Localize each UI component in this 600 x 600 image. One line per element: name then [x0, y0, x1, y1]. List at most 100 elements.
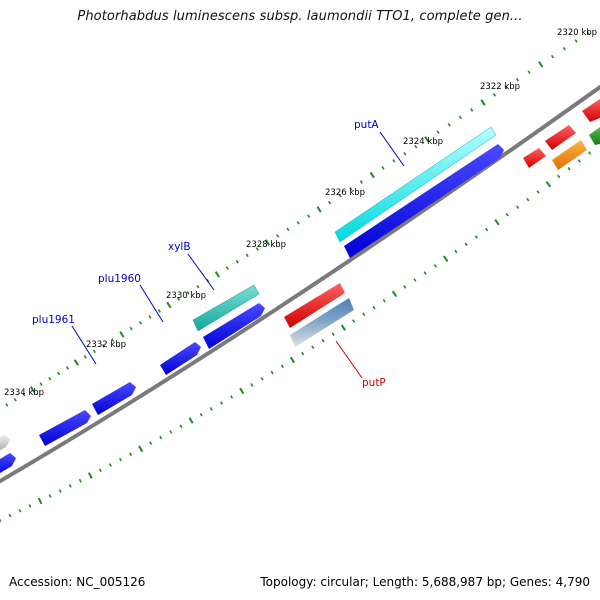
tick-mark	[280, 364, 284, 369]
gene-label-putA[interactable]: putA	[354, 119, 379, 131]
tick-mark	[392, 159, 396, 163]
tick-labels: 2320 kbp 2322 kbp 2324 kbp 2326 kbp 2328…	[4, 28, 597, 398]
tick-mark	[331, 332, 335, 337]
gene-red-right-1[interactable]	[523, 148, 546, 168]
tick-mark	[196, 284, 200, 289]
gene-labels: putA xylB plu1960 plu1961 putP	[32, 119, 386, 389]
tick-mark	[37, 497, 43, 505]
tick-mark	[362, 312, 366, 317]
gene-orange[interactable]	[552, 140, 587, 170]
tick-mark	[149, 441, 153, 445]
gene-label-putP[interactable]: putP	[362, 377, 386, 389]
tick-mark	[301, 351, 305, 356]
tick-mark	[98, 468, 102, 473]
tick-label: 2324 kbp	[403, 137, 443, 147]
tick-mark	[562, 46, 566, 51]
tick-mark	[83, 355, 87, 359]
tick-mark	[349, 187, 353, 191]
gene-putA-outer[interactable]	[334, 126, 497, 243]
tick-mark	[250, 383, 254, 387]
outer-feature-track	[192, 126, 497, 332]
callout-line	[71, 325, 97, 365]
tick-mark	[8, 513, 12, 518]
gene-cds[interactable]	[39, 410, 91, 446]
tick-label: 2330 kbp	[166, 291, 206, 301]
gene-putP-homolog[interactable]	[290, 298, 354, 347]
tick-mark	[92, 349, 96, 354]
tick-mark	[505, 213, 509, 217]
gene-callouts	[71, 131, 405, 379]
tick-mark	[316, 206, 322, 213]
gene-plu1961-cds[interactable]	[92, 382, 136, 415]
tick-mark	[48, 376, 52, 381]
tick-mark	[276, 234, 280, 238]
tick-mark	[574, 39, 578, 43]
gene-plu1960-cds[interactable]	[160, 342, 201, 375]
tick-mark	[494, 219, 500, 226]
gene-label-xylB[interactable]: xylB	[168, 241, 191, 253]
tick-mark	[504, 85, 508, 90]
tick-mark	[492, 93, 497, 97]
tick-mark	[28, 504, 32, 508]
gene-putA-cds[interactable]	[344, 144, 504, 258]
tick-mark	[220, 401, 223, 405]
reverse-strand-track	[284, 99, 600, 347]
tick-mark	[588, 151, 592, 155]
tick-mark	[550, 54, 555, 59]
gene-label-plu1960[interactable]: plu1960	[98, 273, 141, 285]
tick-mark	[239, 387, 245, 395]
tick-mark	[433, 264, 437, 268]
tick-mark	[148, 315, 152, 319]
tick-mark	[413, 278, 417, 282]
tick-mark	[0, 518, 2, 523]
tick-label: 2332 kbp	[86, 340, 126, 350]
tick-mark	[264, 239, 271, 246]
tick-mark	[58, 489, 62, 493]
tick-mark	[270, 370, 274, 375]
tick-mark	[423, 271, 427, 275]
callout-line	[187, 253, 215, 291]
tick-mark	[458, 115, 462, 120]
tick-mark	[586, 31, 590, 35]
gene-cds[interactable]	[0, 453, 16, 476]
tick-mark	[225, 266, 229, 270]
tick-mark	[245, 253, 249, 258]
tick-label: 2322 kbp	[480, 82, 520, 92]
tick-mark	[464, 242, 468, 247]
tick-mark	[138, 320, 142, 325]
tick-mark	[328, 200, 332, 205]
tick-mark	[289, 356, 296, 364]
tick-mark	[22, 392, 26, 397]
tick-mark	[557, 174, 561, 179]
gene-green[interactable]	[589, 127, 600, 145]
tick-mark	[526, 197, 530, 202]
gene-putP[interactable]	[284, 283, 345, 328]
tick-label: 2334 kbp	[4, 388, 44, 398]
tick-label: 2326 kbp	[325, 188, 365, 198]
tick-mark	[48, 494, 52, 498]
gene-xylB-outer[interactable]	[192, 284, 260, 332]
tick-mark	[13, 397, 17, 402]
tick-mark	[209, 407, 213, 411]
tick-mark	[39, 382, 43, 386]
tick-mark	[567, 167, 571, 171]
tick-mark	[199, 412, 203, 417]
tick-mark	[454, 249, 458, 254]
tick-mark	[68, 484, 72, 488]
callout-line	[335, 340, 363, 379]
gene-cds-grey[interactable]	[0, 434, 10, 453]
tick-mark	[5, 403, 9, 407]
forward-strand-track	[0, 144, 504, 476]
gene-label-plu1961[interactable]: plu1961	[32, 314, 75, 326]
tick-mark	[447, 122, 451, 127]
gene-red-right-2[interactable]	[545, 125, 576, 150]
gene-xylB-cds[interactable]	[203, 303, 265, 349]
tick-mark	[186, 291, 190, 295]
tick-mark	[129, 452, 133, 456]
tick-mark	[111, 338, 115, 342]
gene-red-right-3[interactable]	[582, 99, 600, 122]
tick-mark	[340, 324, 346, 331]
tick-label: 2320 kbp	[557, 28, 597, 38]
tick-mark	[381, 166, 385, 170]
